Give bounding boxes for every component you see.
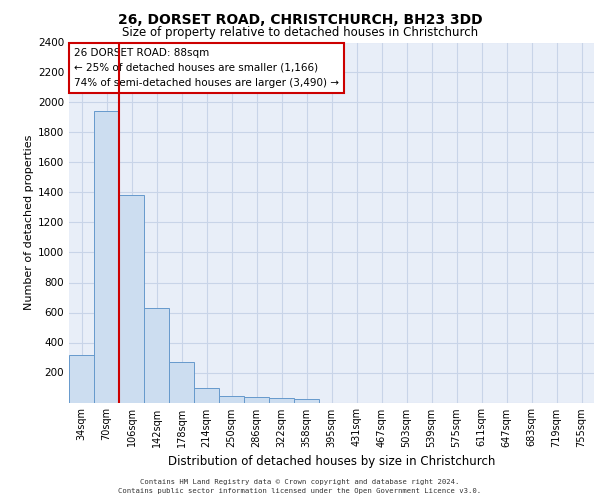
Bar (119, 196, 144, 402)
Bar (169, 362, 194, 403)
Bar (269, 398, 294, 402)
Bar (194, 388, 219, 402)
Bar (294, 399, 319, 402)
X-axis label: Distribution of detached houses by size in Christchurch: Distribution of detached houses by size … (168, 455, 495, 468)
Text: Size of property relative to detached houses in Christchurch: Size of property relative to detached ho… (122, 26, 478, 39)
Y-axis label: Number of detached properties: Number of detached properties (24, 135, 34, 310)
Bar (69, 355, 94, 403)
Text: 26 DORSET ROAD: 88sqm
← 25% of detached houses are smaller (1,166)
74% of semi-d: 26 DORSET ROAD: 88sqm ← 25% of detached … (74, 48, 339, 88)
Bar (94, 112, 119, 403)
Bar (219, 396, 244, 402)
Bar (144, 308, 169, 402)
Text: Contains HM Land Registry data © Crown copyright and database right 2024.
Contai: Contains HM Land Registry data © Crown c… (118, 479, 482, 494)
Text: 26, DORSET ROAD, CHRISTCHURCH, BH23 3DD: 26, DORSET ROAD, CHRISTCHURCH, BH23 3DD (118, 12, 482, 26)
Bar (244, 397, 269, 402)
